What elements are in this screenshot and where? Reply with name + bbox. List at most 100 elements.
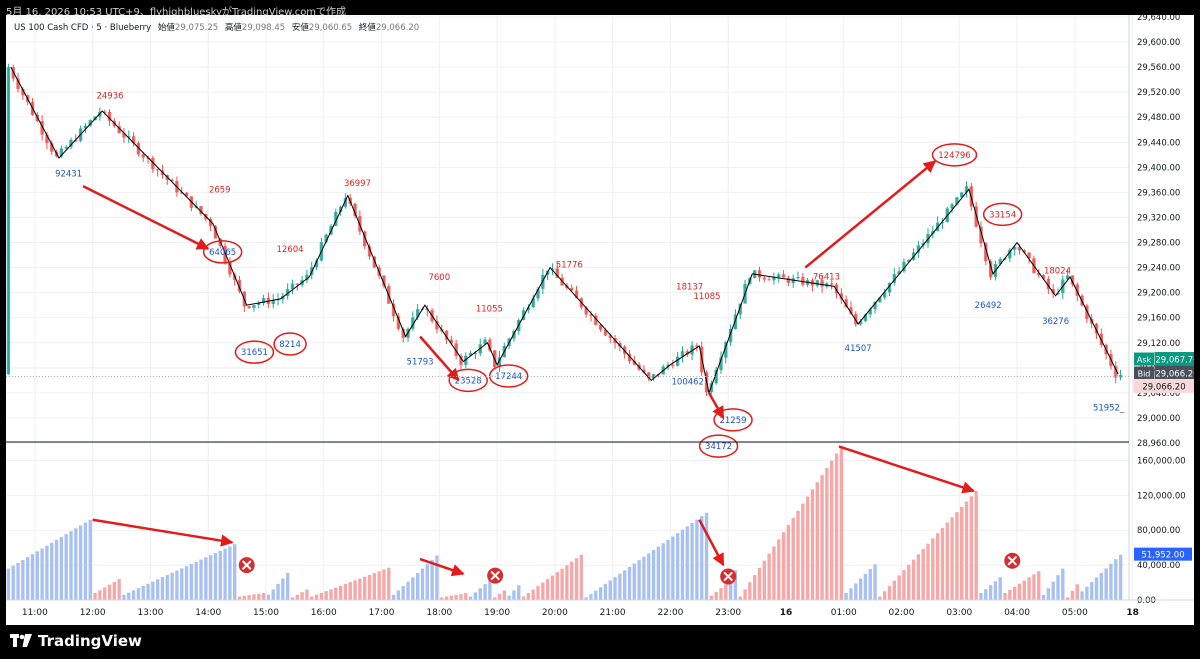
- volume-bar: [666, 539, 670, 600]
- candle-body: [651, 374, 656, 379]
- arrows: [82, 160, 1021, 585]
- candle-body: [11, 67, 15, 79]
- candle-body: [979, 226, 983, 244]
- volume-bar: [464, 593, 468, 600]
- candle-body: [367, 246, 372, 257]
- volume-bar: [1104, 568, 1108, 600]
- candle-body: [1051, 289, 1055, 294]
- price-tick-label: 29,480.00: [1137, 113, 1180, 123]
- volume-bar: [589, 593, 593, 600]
- highlight-circle: [273, 332, 307, 356]
- candle-body: [940, 222, 945, 224]
- volume-bar: [935, 533, 940, 600]
- swing-volume-label: 26492: [975, 301, 1002, 311]
- candle-body: [796, 277, 800, 279]
- volume-bar: [1027, 577, 1031, 600]
- volume-bar: [844, 593, 848, 600]
- volume-bar: [988, 585, 993, 600]
- volume-bar: [64, 534, 68, 600]
- volume-bar: [598, 587, 603, 600]
- highlight-circle: [931, 143, 978, 167]
- candle-body: [801, 277, 805, 285]
- candle-body: [603, 329, 608, 336]
- volume-bar: [608, 580, 612, 600]
- volume-bar: [1008, 589, 1012, 600]
- price-tick-label: 29,000.00: [1137, 414, 1180, 424]
- volume-bar: [627, 566, 632, 600]
- candle-body: [988, 261, 993, 278]
- volume-bar: [955, 512, 959, 600]
- symbol-name[interactable]: US 100 Cash CFD · 5 · Blueberry: [14, 23, 152, 33]
- swing-volume-label: 92431: [55, 170, 82, 180]
- candle-body: [897, 271, 901, 275]
- x-mark-icon: [1004, 552, 1021, 569]
- volume-bar: [45, 545, 49, 600]
- highlight-circle: [713, 408, 753, 432]
- volume-bar: [1070, 590, 1075, 600]
- candle-body: [271, 299, 275, 305]
- candle-body: [854, 313, 858, 325]
- swing-volume-label: 24936: [96, 91, 123, 101]
- svg-text:Ask: Ask: [1137, 356, 1152, 365]
- volume-bar: [926, 543, 930, 600]
- chart-svg[interactable]: 24936 92431 2659 64065 12604 36997 31651 8214 76…: [6, 13, 1200, 625]
- swing-volume-label: 7600: [428, 273, 450, 283]
- candle-body: [786, 277, 791, 283]
- volume-bar: [719, 588, 723, 600]
- volume-arrow: [92, 518, 234, 547]
- candle-body: [1085, 305, 1089, 319]
- chart-area[interactable]: 24936 92431 2659 64065 12604 36997 31651 8214 76…: [6, 13, 1200, 625]
- candle-body: [184, 192, 189, 197]
- x-mark-icon: [720, 568, 737, 585]
- highlight-circle: [202, 240, 243, 264]
- candle-body: [50, 143, 54, 152]
- volume-bar: [11, 565, 15, 600]
- volume-bar: [661, 543, 665, 600]
- candle-body: [497, 357, 502, 367]
- volume-bar: [940, 527, 945, 600]
- candle-body: [180, 192, 184, 194]
- volume-bar: [531, 589, 535, 600]
- candlesticks: [6, 63, 1123, 397]
- volume-bar: [680, 529, 685, 600]
- candle-body: [998, 259, 1002, 265]
- price-tick-label: 29,240.00: [1137, 264, 1180, 274]
- candle-body: [208, 218, 213, 227]
- volume-bar: [671, 536, 675, 600]
- volume-bar: [363, 576, 367, 600]
- volume-bar: [757, 567, 762, 600]
- volume-bar: [536, 586, 540, 600]
- volume-bar: [849, 588, 853, 600]
- volume-bar: [175, 570, 179, 600]
- open-value: 29,075.25: [174, 23, 219, 33]
- candle-body: [6, 67, 11, 375]
- volume-bar: [468, 596, 473, 600]
- tradingview-logo[interactable]: TradingView: [10, 632, 142, 650]
- volume-bar: [406, 581, 410, 600]
- swing-volume-label: 2659: [209, 185, 231, 195]
- candle-body: [396, 316, 401, 329]
- candle-body: [1114, 366, 1118, 378]
- volume-bar: [93, 593, 97, 600]
- volume-bar: [1099, 572, 1104, 600]
- symbol-legend[interactable]: US 100 Cash CFD · 5 · Blueberry 始値29,075…: [14, 21, 419, 33]
- volume-bar: [690, 522, 694, 600]
- volume-bar: [801, 503, 805, 600]
- volume-bar: [550, 575, 555, 600]
- volume-bar: [290, 597, 295, 600]
- candle-body: [584, 307, 588, 315]
- highlight-circle: [982, 202, 1023, 227]
- price-tick-label: 28,960.00: [1137, 439, 1180, 449]
- x-mark-icon: [487, 567, 504, 584]
- candle-body: [724, 342, 728, 358]
- candle-body: [757, 270, 762, 278]
- volume-bar: [964, 501, 969, 600]
- swing-volume-label: 18024: [1044, 267, 1071, 277]
- candle-body: [247, 306, 251, 308]
- volume-bar: [714, 591, 718, 600]
- volume-bar: [348, 582, 352, 600]
- time-tick-label: 13:00: [137, 608, 163, 618]
- candle-body: [955, 197, 959, 205]
- candle-body: [131, 136, 136, 144]
